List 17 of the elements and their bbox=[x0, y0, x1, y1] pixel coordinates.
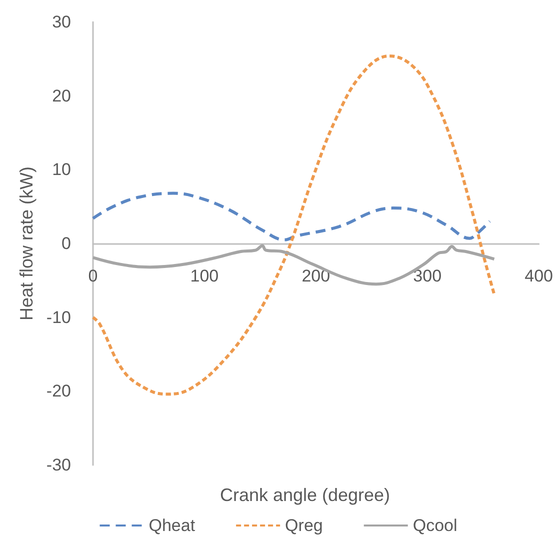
legend-label: Qreg bbox=[285, 516, 323, 535]
x-tick-label: 400 bbox=[524, 266, 554, 286]
x-tick-label: 300 bbox=[413, 266, 442, 286]
legend-label: Qheat bbox=[148, 516, 196, 535]
x-tick-label: 100 bbox=[190, 266, 219, 286]
y-tick-label: 30 bbox=[52, 12, 71, 32]
line-series bbox=[92, 192, 492, 242]
x-axis-title: Crank angle (degree) bbox=[220, 485, 390, 505]
y-tick-label: 0 bbox=[62, 234, 71, 253]
x-tick-label: 0 bbox=[88, 266, 98, 286]
legend-label: Qcool bbox=[412, 516, 458, 535]
y-tick-label: 20 bbox=[52, 86, 71, 106]
y-tick-label: -30 bbox=[46, 456, 71, 474]
y-tick-label: -20 bbox=[46, 382, 71, 401]
y-tick-label: 10 bbox=[52, 160, 71, 180]
y-axis-title: Heat flow rate (kW) bbox=[16, 166, 37, 321]
y-tick-label: -10 bbox=[46, 308, 71, 327]
